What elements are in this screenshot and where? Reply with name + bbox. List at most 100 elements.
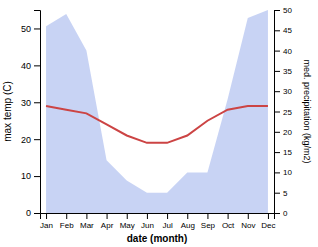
tick-mark xyxy=(274,193,280,194)
y2-tick: 0 xyxy=(274,209,288,218)
x-tick: Jul xyxy=(162,213,172,230)
tick-mark xyxy=(274,152,280,153)
tick-label: 50 xyxy=(21,24,31,34)
x-tick: Jun xyxy=(141,213,154,230)
x-axis: Jan Feb Mar Apr May Jun Jul Aug Sep Oct Nov Dec xyxy=(40,213,275,230)
tick-label: 15 xyxy=(283,148,292,157)
tick-mark xyxy=(147,213,148,219)
y2-tick: 5 xyxy=(274,189,288,198)
tick-label: 20 xyxy=(283,128,292,137)
y2-axis: 0 5 10 15 20 25 30 35 40 45 50 xyxy=(274,6,292,218)
axis-line xyxy=(41,214,275,220)
tick-mark xyxy=(274,213,280,214)
tick-label: 0 xyxy=(283,209,288,218)
y-tick: 20 xyxy=(21,135,40,145)
tick-mark xyxy=(187,213,188,219)
tick-label: Mar xyxy=(80,221,94,230)
tick-label: 30 xyxy=(283,87,292,96)
y-axis-title: max temp (C) xyxy=(2,81,13,142)
x-tick: Oct xyxy=(222,213,235,230)
y-axis: 0 10 20 30 40 50 xyxy=(21,11,41,219)
tick-mark xyxy=(274,112,280,113)
tick-mark xyxy=(34,102,40,103)
tick-mark xyxy=(34,65,40,66)
tick-label: 40 xyxy=(21,61,31,71)
y2-tick: 25 xyxy=(274,108,292,117)
tick-label: 10 xyxy=(283,168,292,177)
tick-mark xyxy=(167,213,168,219)
tick-label: Nov xyxy=(241,221,255,230)
tick-label: 30 xyxy=(21,98,31,108)
y2-tick: 20 xyxy=(274,128,292,137)
tick-mark xyxy=(34,176,40,177)
tick-mark xyxy=(66,213,67,219)
tick-mark xyxy=(86,213,87,219)
tick-label: Aug xyxy=(181,221,195,230)
y2-axis-title: med. precipitation (kg/m2) xyxy=(302,59,312,163)
tick-label: 35 xyxy=(283,67,292,76)
tick-label: Sep xyxy=(201,221,216,230)
tick-mark xyxy=(46,213,47,219)
tick-mark xyxy=(274,91,280,92)
tick-label: 45 xyxy=(283,26,292,35)
tick-mark xyxy=(274,30,280,31)
y2-tick: 10 xyxy=(274,168,292,177)
x-tick: May xyxy=(120,213,135,230)
tick-mark xyxy=(107,213,108,219)
chart-container: Jan Feb Mar Apr May Jun Jul Aug Sep Oct Nov Dec 0 10 2… xyxy=(0,0,318,247)
y2-tick: 50 xyxy=(274,6,292,15)
y-tick: 30 xyxy=(21,98,40,108)
tick-mark xyxy=(274,71,280,72)
tick-mark xyxy=(274,10,280,11)
tick-mark xyxy=(268,213,269,219)
x-tick: Mar xyxy=(80,213,94,230)
tick-label: 40 xyxy=(283,47,292,56)
x-tick: Apr xyxy=(101,213,114,230)
y-tick: 0 xyxy=(26,208,40,218)
x-tick: Nov xyxy=(241,213,255,230)
x-tick: Dec xyxy=(261,213,275,230)
plot-area xyxy=(46,10,268,213)
y-tick: 40 xyxy=(21,61,40,71)
y2-tick: 45 xyxy=(274,26,292,35)
x-tick: Feb xyxy=(60,213,74,230)
tick-mark xyxy=(228,213,229,219)
tick-label: Apr xyxy=(101,221,114,230)
x-tick: Jan xyxy=(40,213,53,230)
y-tick: 50 xyxy=(21,24,40,34)
y2-tick: 30 xyxy=(274,87,292,96)
tick-label: Jan xyxy=(40,221,53,230)
tick-mark xyxy=(248,213,249,219)
tick-label: 0 xyxy=(26,208,31,218)
y2-tick: 15 xyxy=(274,148,292,157)
tick-label: 25 xyxy=(283,108,292,117)
tick-mark xyxy=(274,132,280,133)
tick-mark xyxy=(207,213,208,219)
tick-label: 20 xyxy=(21,135,31,145)
tick-label: Jul xyxy=(162,221,172,230)
tick-label: 5 xyxy=(283,189,288,198)
tick-label: Jun xyxy=(141,221,154,230)
axis-line xyxy=(275,11,281,214)
tick-mark xyxy=(34,139,40,140)
chart: Jan Feb Mar Apr May Jun Jul Aug Sep Oct Nov Dec 0 10 2… xyxy=(0,0,318,247)
tick-label: 10 xyxy=(21,171,31,181)
y-tick: 10 xyxy=(21,171,40,181)
y2-tick: 35 xyxy=(274,67,292,76)
tick-mark xyxy=(274,51,280,52)
x-tick: Aug xyxy=(181,213,195,230)
tick-label: Feb xyxy=(60,221,74,230)
tick-label: Oct xyxy=(222,221,235,230)
area xyxy=(46,10,268,213)
tick-mark xyxy=(34,28,40,29)
tick-label: 50 xyxy=(283,6,292,15)
tick-label: Dec xyxy=(261,221,275,230)
tick-mark xyxy=(34,213,40,214)
tick-mark xyxy=(274,172,280,173)
x-tick: Sep xyxy=(201,213,216,230)
axis-line xyxy=(34,11,41,214)
tick-mark xyxy=(127,213,128,219)
tick-label: May xyxy=(120,221,135,230)
y2-tick: 40 xyxy=(274,47,292,56)
line xyxy=(46,106,268,143)
